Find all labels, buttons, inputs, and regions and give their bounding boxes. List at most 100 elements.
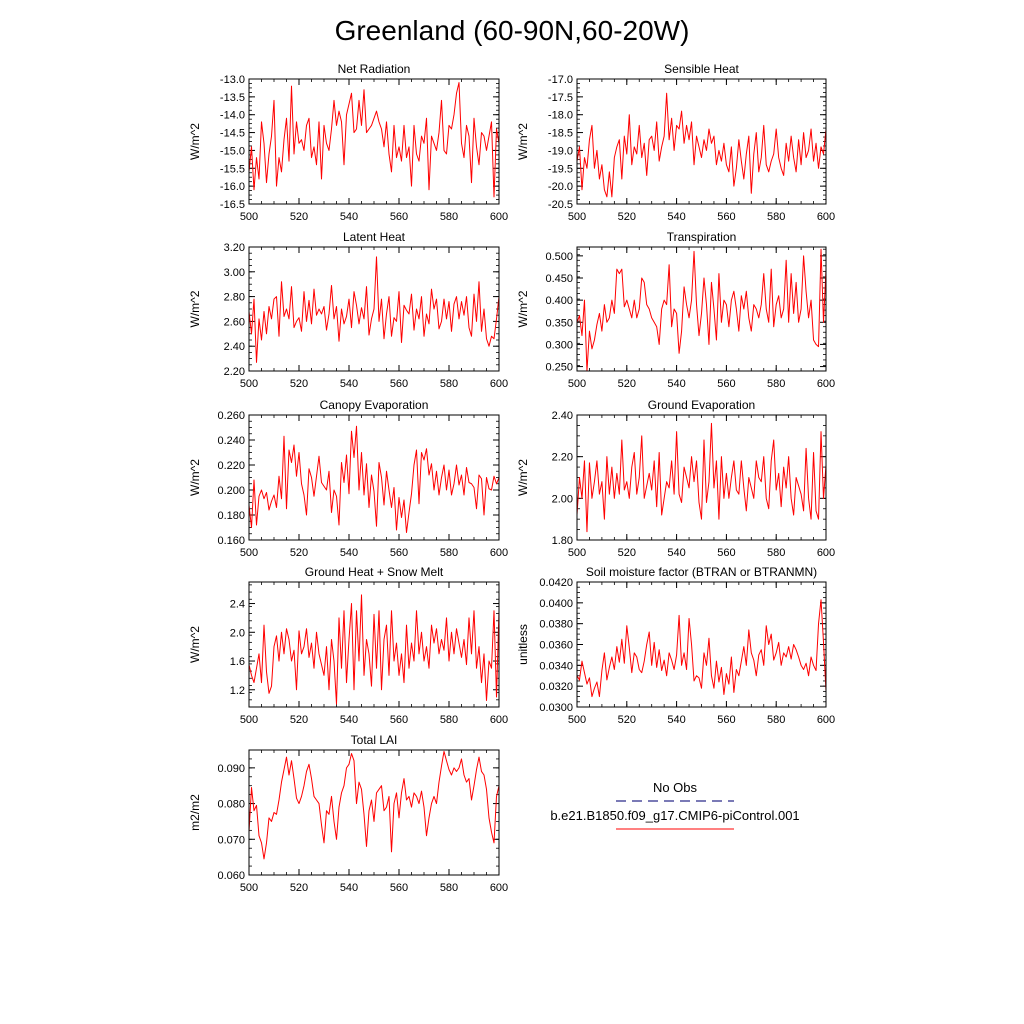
y-tick-label: 2.0 <box>230 627 245 639</box>
x-tick-label: 540 <box>667 714 685 726</box>
panel-title: Soil moisture factor (BTRAN or BTRANMN) <box>586 565 817 579</box>
x-tick-label: 500 <box>240 882 258 894</box>
x-tick-label: 500 <box>568 547 586 559</box>
y-tick-label: -15.5 <box>220 163 245 175</box>
y-tick-label: 0.500 <box>545 251 573 263</box>
y-tick-label: 1.2 <box>230 685 245 697</box>
y-tick-label: 2.80 <box>224 292 245 304</box>
x-tick-label: 500 <box>240 211 258 223</box>
panel-title: Net Radiation <box>338 62 411 76</box>
x-tick-label: 580 <box>767 378 785 390</box>
panel-ground-evaporation: Ground Evaporation 500 520 540 560 580 600 1.80… <box>516 398 835 559</box>
x-tick-label: 600 <box>490 882 508 894</box>
x-tick-label: 600 <box>490 211 508 223</box>
series-line <box>248 425 500 533</box>
x-tick-label: 580 <box>440 714 458 726</box>
x-tick-label: 600 <box>490 378 508 390</box>
plot-frame <box>248 414 500 541</box>
y-tick-label: -19.0 <box>548 145 573 157</box>
y-tick-label: 0.220 <box>217 460 245 472</box>
x-tick-label: 500 <box>240 378 258 390</box>
x-tick-label: 520 <box>290 547 308 559</box>
x-tick-label: 520 <box>290 211 308 223</box>
x-tick-label: 500 <box>240 547 258 559</box>
y-tick-label: 1.6 <box>230 656 245 668</box>
y-tick-label: 0.060 <box>217 870 245 882</box>
panel-title: Ground Evaporation <box>648 398 755 412</box>
panel-latent-heat: Latent Heat 500 520 540 560 580 600 2.20 2.40 2.6… <box>188 230 508 390</box>
series-line <box>248 256 500 363</box>
y-axis-label: W/m^2 <box>516 290 530 327</box>
x-tick-label: 560 <box>390 378 408 390</box>
series-line <box>576 599 827 698</box>
x-tick-label: 560 <box>390 714 408 726</box>
x-tick-label: 580 <box>767 211 785 223</box>
series-line <box>576 92 827 198</box>
x-tick-label: 600 <box>817 547 835 559</box>
y-tick-label: 0.0380 <box>539 619 573 631</box>
x-tick-label: 540 <box>340 882 358 894</box>
panel-net-radiation: Net Radiation 500 520 540 560 580 600 -16.5 -16.… <box>188 62 508 223</box>
plot-frame <box>576 78 827 205</box>
y-tick-label: -18.5 <box>548 128 573 140</box>
y-tick-label: -17.5 <box>548 92 573 104</box>
plot-frame <box>576 414 827 541</box>
x-tick-label: 600 <box>490 714 508 726</box>
x-tick-label: 540 <box>667 211 685 223</box>
y-tick-label: 1.80 <box>552 535 573 547</box>
x-tick-label: 600 <box>817 714 835 726</box>
legend-label-model: b.e21.B1850.f09_g17.CMIP6-piControl.001 <box>550 808 799 823</box>
series-line <box>248 82 500 198</box>
y-tick-label: 0.450 <box>545 273 573 285</box>
x-tick-label: 560 <box>717 714 735 726</box>
y-tick-label: 0.160 <box>217 535 245 547</box>
series-line <box>248 594 500 705</box>
x-tick-label: 540 <box>667 547 685 559</box>
y-tick-label: 0.080 <box>217 799 245 811</box>
plot-frame <box>248 581 500 708</box>
y-axis-label: W/m^2 <box>516 459 530 496</box>
x-tick-label: 500 <box>568 378 586 390</box>
y-tick-label: 0.240 <box>217 435 245 447</box>
y-tick-label: 2.20 <box>552 452 573 464</box>
x-tick-label: 560 <box>717 547 735 559</box>
y-tick-label: -14.5 <box>220 128 245 140</box>
series-line <box>248 750 500 860</box>
x-tick-label: 580 <box>440 378 458 390</box>
panel-title: Transpiration <box>667 230 737 244</box>
y-axis-label: W/m^2 <box>188 290 202 327</box>
x-tick-label: 580 <box>767 547 785 559</box>
x-tick-label: 520 <box>290 378 308 390</box>
y-tick-label: 0.0320 <box>539 681 573 693</box>
x-tick-label: 580 <box>440 882 458 894</box>
panel-title: Latent Heat <box>343 230 406 244</box>
y-axis-label: unitless <box>516 624 530 665</box>
x-tick-label: 520 <box>618 547 636 559</box>
x-tick-label: 500 <box>240 714 258 726</box>
y-tick-label: 0.250 <box>545 362 573 374</box>
y-tick-label: -17.0 <box>548 74 573 86</box>
y-tick-label: -13.0 <box>220 74 245 86</box>
x-tick-label: 540 <box>340 211 358 223</box>
x-tick-label: 580 <box>440 547 458 559</box>
y-tick-label: 0.0340 <box>539 660 573 672</box>
series-line <box>576 248 827 372</box>
panel-title: Total LAI <box>351 733 398 747</box>
plot-frame <box>248 246 500 372</box>
x-tick-label: 520 <box>290 882 308 894</box>
y-tick-label: -16.5 <box>220 199 245 211</box>
y-tick-label: 0.0300 <box>539 702 573 714</box>
y-tick-label: -18.0 <box>548 110 573 122</box>
panel-title: Canopy Evaporation <box>320 398 429 412</box>
panel-transpiration: Transpiration 500 520 540 560 580 600 0.250 0.30… <box>516 230 835 390</box>
x-tick-label: 580 <box>767 714 785 726</box>
y-tick-label: -14.0 <box>220 110 245 122</box>
x-tick-label: 560 <box>390 211 408 223</box>
y-axis-label: W/m^2 <box>188 626 202 663</box>
series-line <box>576 422 827 533</box>
legend: No Obs b.e21.B1850.f09_g17.CMIP6-piContr… <box>550 780 800 830</box>
y-tick-label: -13.5 <box>220 92 245 104</box>
plot-frame <box>576 246 827 372</box>
panel-title: Sensible Heat <box>664 62 739 76</box>
